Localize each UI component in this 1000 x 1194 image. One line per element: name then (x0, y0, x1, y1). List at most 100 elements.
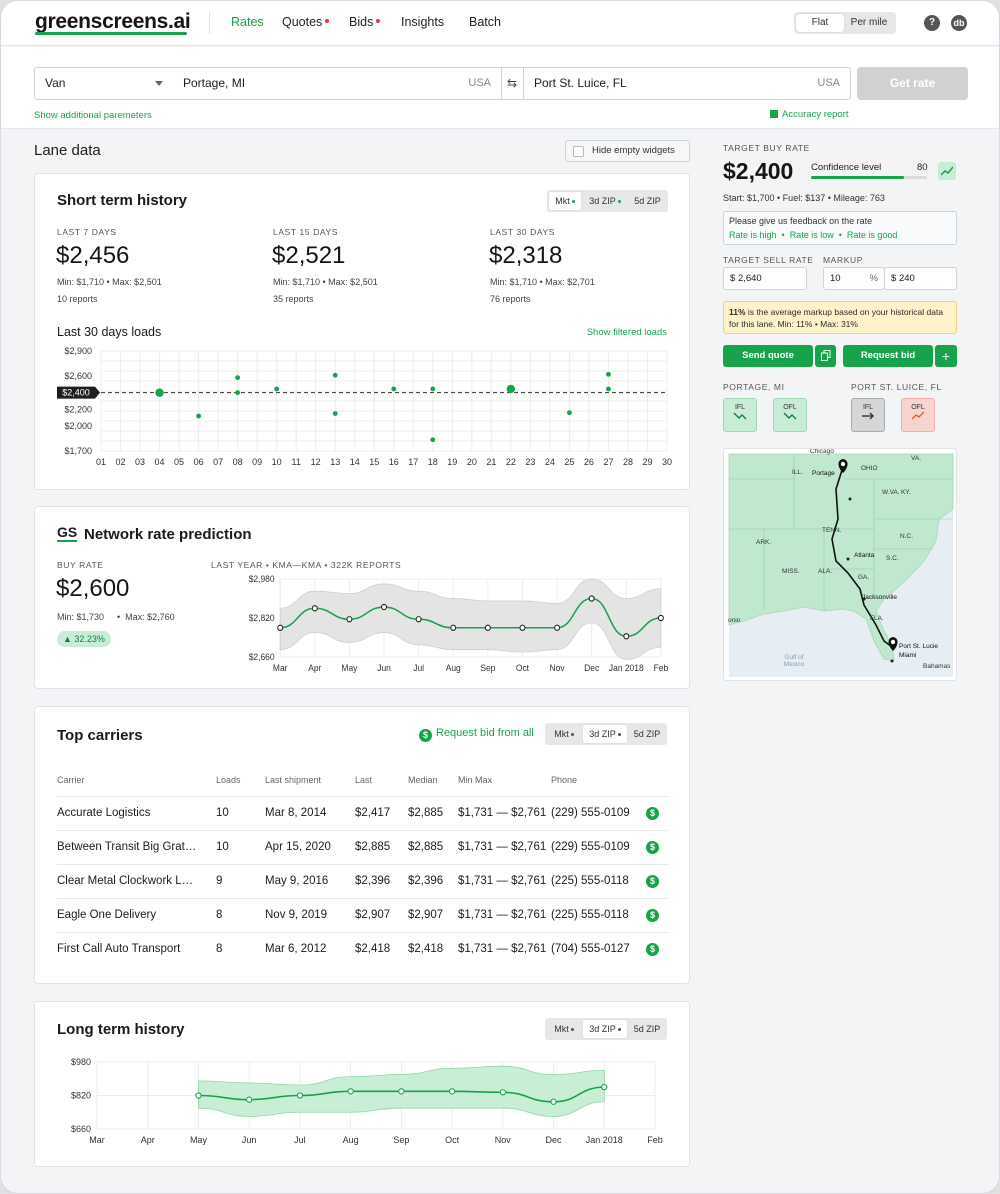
feedback-prompt: Please give us feedback on the rate (729, 216, 873, 226)
request-bid-dollar-icon[interactable]: $ (646, 875, 659, 888)
tab-mkt[interactable]: Mkt (549, 192, 581, 210)
origin-ofl-tile[interactable]: OFL (773, 398, 807, 432)
cell-last: $2,396 (355, 875, 391, 887)
x-tick-label: Nov (495, 1135, 512, 1145)
logo[interactable]: greenscreens.ai (35, 10, 191, 33)
request-bid-dollar-icon[interactable]: $ (646, 807, 659, 820)
x-tick-label: Nov (550, 663, 566, 673)
short-term-card: Short term history Mkt 3d ZIP 5d ZIP LAS… (34, 173, 690, 490)
x-tick-label: Jan 2018 (609, 663, 644, 673)
feedback-high[interactable]: Rate is high (729, 230, 777, 240)
destination-input[interactable]: Port St. Luice, FL USA (523, 67, 851, 100)
sell-rate-input[interactable]: $ 2,640 (723, 267, 807, 290)
nav-insights[interactable]: Insights (401, 15, 444, 29)
accuracy-report-link[interactable]: Accuracy report (770, 109, 849, 120)
toggle-per-mile[interactable]: Per mile (850, 17, 888, 28)
send-quote-button[interactable]: Send quote (723, 345, 813, 367)
plus-icon[interactable]: + (935, 345, 957, 367)
table-row[interactable]: Accurate Logistics 10 Mar 8, 2014 $2,417 $2,… (57, 796, 669, 830)
request-bid-dollar-icon[interactable]: $ (646, 841, 659, 854)
equipment-select[interactable]: Van (34, 67, 174, 100)
nav-batch[interactable]: Batch (469, 15, 501, 29)
x-tick-label: Oct (516, 663, 530, 673)
request-bid-dollar-icon[interactable]: $ (646, 943, 659, 956)
trend-down-icon (783, 412, 797, 420)
chart-icon (770, 110, 778, 118)
long-term-card: Long term history Mkt 3d ZIP 5d ZIP $660… (34, 1001, 690, 1167)
help-icon[interactable]: ? (924, 15, 940, 31)
x-tick-label: Sep (480, 663, 495, 673)
nav-divider (209, 12, 210, 34)
sell-rate-value: 2,640 (737, 273, 762, 284)
lane-title: Lane data (34, 142, 101, 159)
y-tick-label: $2,900 (64, 346, 92, 356)
origin-ifl-tile[interactable]: IFL (723, 398, 757, 432)
cell-loads: 8 (216, 943, 223, 955)
data-point (448, 1088, 456, 1095)
route-map[interactable]: Chicago ILL. Portage OHIO W.VA. VA. KY. … (723, 448, 957, 681)
dest-ifl-tile[interactable]: IFL (851, 398, 885, 432)
tab-5d-zip[interactable]: 5d ZIP (633, 1024, 661, 1034)
cell-last-shipment: May 9, 2016 (265, 875, 329, 887)
tab-mkt[interactable]: Mkt (547, 1020, 581, 1038)
equipment-value: Van (45, 76, 66, 90)
avatar[interactable]: db (951, 15, 967, 31)
data-point (398, 1088, 405, 1095)
loads-title: Last 30 days loads (57, 325, 162, 339)
y-tick-label: $2,820 (249, 613, 275, 623)
nav-rates[interactable]: Rates (231, 15, 264, 29)
header-carrier: Carrier (57, 775, 85, 785)
map-label: Atlanta (854, 552, 875, 559)
dest-ofl-tile[interactable]: OFL (901, 398, 935, 432)
tab-5d-zip[interactable]: 5d ZIP (633, 729, 661, 739)
average-label: $2,400 (62, 388, 90, 398)
x-tick-label: 13 (330, 457, 340, 467)
tab-3d-zip[interactable]: 3d ZIP (583, 192, 627, 210)
feedback-good[interactable]: Rate is good (846, 230, 898, 240)
table-row[interactable]: Clear Metal Clockwork Logistics 9 May 9, 2… (57, 864, 669, 898)
show-filtered-link[interactable]: Show filtered loads (586, 327, 667, 338)
map-label: ALA. (818, 568, 833, 575)
copy-icon[interactable] (815, 345, 836, 367)
x-tick-label: Mar (89, 1135, 105, 1145)
request-bid-dollar-icon[interactable]: $ (646, 909, 659, 922)
tab-3d-zip[interactable]: 3d ZIP (583, 725, 627, 743)
markup-percent-input[interactable]: 10% (823, 267, 885, 290)
tab-5d-zip[interactable]: 5d ZIP (634, 196, 661, 206)
request-bid-button[interactable]: Request bid (843, 345, 933, 367)
x-tick-label: 23 (525, 457, 535, 467)
cell-median: $2,907 (408, 909, 444, 921)
toggle-flat[interactable]: Flat (796, 14, 844, 32)
table-row[interactable]: Between Transit Big Gratification 10 Apr 1… (57, 830, 669, 864)
swap-icon[interactable]: ⇆ (501, 67, 523, 100)
table-row[interactable]: First Call Auto Transport 8 Mar 6, 2012 $2,… (57, 932, 669, 966)
x-tick-label: Dec (546, 1135, 563, 1145)
hide-empty-checkbox[interactable]: Hide empty widgets (565, 140, 690, 162)
request-bid-all-button[interactable]: $ Request bid from all (419, 727, 534, 742)
x-tick-label: 02 (116, 457, 126, 467)
x-tick-label: 24 (545, 457, 555, 467)
markup-value-input[interactable]: $ 240 (884, 267, 957, 290)
tab-mkt[interactable]: Mkt (547, 725, 581, 743)
nav-quotes[interactable]: Quotes (282, 15, 330, 29)
feedback-low[interactable]: Rate is low (789, 230, 834, 240)
tab-3d-zip[interactable]: 3d ZIP (583, 1020, 627, 1038)
header-last: Last (355, 775, 373, 785)
cell-median: $2,418 (408, 943, 444, 955)
checkbox-icon (573, 146, 584, 157)
trend-down-icon (733, 412, 747, 420)
data-point (391, 386, 397, 392)
table-row[interactable]: Eagle One Delivery 8 Nov 9, 2019 $2,907 $2,9… (57, 898, 669, 932)
origin-input[interactable]: Portage, MI USA (173, 67, 502, 100)
nav-rates-label: Rates (231, 15, 264, 29)
data-point (196, 413, 201, 419)
tab-mkt-label: Mkt (555, 196, 570, 206)
x-tick-label: Sep (393, 1135, 409, 1145)
trend-chart-icon[interactable] (938, 162, 956, 180)
get-rate-button[interactable]: Get rate (857, 67, 968, 100)
additional-params-link[interactable]: Show additional paremeters (34, 110, 152, 121)
trend-up-icon (911, 411, 925, 420)
cell-median: $2,885 (408, 841, 444, 853)
nav-bids[interactable]: Bids (349, 15, 381, 29)
stat-7-reports: 10 reports (57, 294, 98, 304)
